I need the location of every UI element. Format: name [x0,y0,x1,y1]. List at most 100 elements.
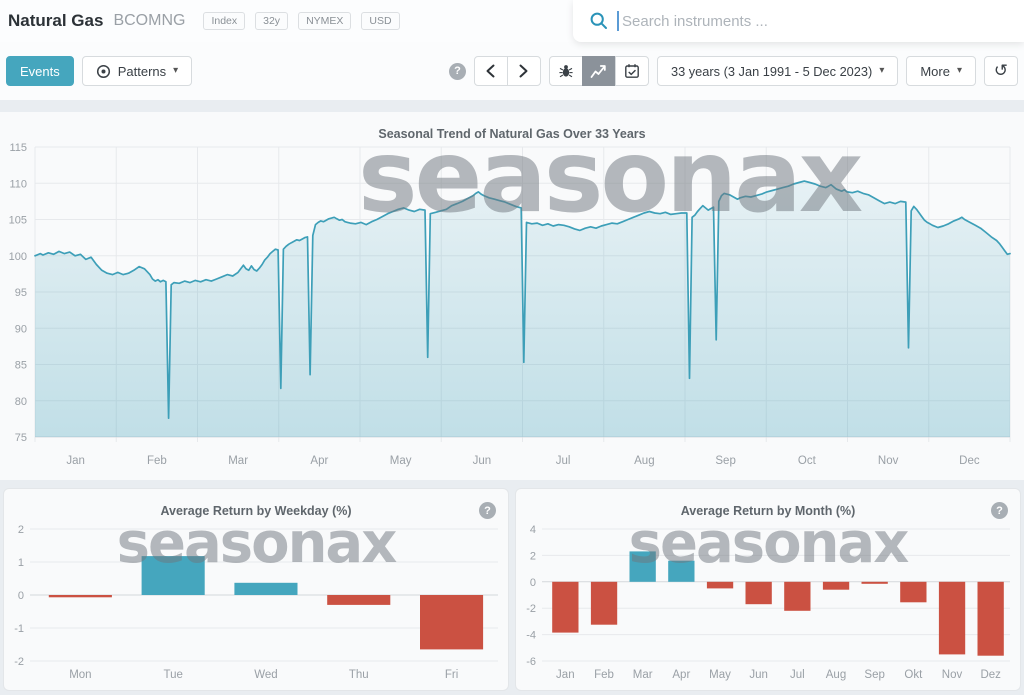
search-card [573,0,1024,42]
svg-text:105: 105 [9,215,27,227]
weekday-chart-title: Average Return by Weekday (%) [160,504,352,518]
events-button[interactable]: Events [6,56,74,86]
svg-text:May: May [709,669,731,681]
bar-Mar [629,551,656,582]
svg-text:Oct: Oct [798,455,817,467]
chart-view-button[interactable] [581,56,616,86]
view-mode-group [548,56,649,86]
bar-Wed [234,582,298,595]
svg-text:Aug: Aug [634,455,654,467]
bar-Thu [327,595,391,605]
svg-text:Wed: Wed [254,669,277,681]
svg-text:Feb: Feb [147,455,167,467]
seasonal-chart-title: Seasonal Trend of Natural Gas Over 33 Ye… [378,127,646,141]
svg-text:-6: -6 [526,656,536,668]
svg-text:Mar: Mar [228,455,248,467]
chevron-left-icon [486,64,495,78]
svg-text:Apr: Apr [310,455,328,467]
bar-Okt [900,581,927,603]
svg-text:Jan: Jan [556,669,575,681]
svg-text:75: 75 [15,432,27,444]
badge-currency: USD [361,12,400,30]
svg-text:0: 0 [530,577,536,589]
svg-text:1: 1 [18,557,24,569]
chevron-down-icon: ▾ [173,65,179,76]
instrument-title: Natural Gas [8,11,104,30]
instrument-header: Natural Gas BCOMNG Index 32y NYMEX USD [0,0,1024,42]
patterns-button[interactable]: Patterns ▾ [81,56,193,86]
badge-instrument-type: Index [203,12,246,30]
line-chart-icon [591,64,607,78]
help-icon[interactable]: ? [479,502,496,519]
date-range-dropdown[interactable]: 33 years (3 Jan 1991 - 5 Dec 2023) ▾ [656,56,899,86]
svg-text:100: 100 [9,251,27,263]
title-row: Natural Gas BCOMNG Index 32y NYMEX USD [0,11,400,31]
svg-text:Thu: Thu [349,669,369,681]
bar-Tue [141,556,205,595]
svg-text:90: 90 [15,323,27,335]
patterns-label: Patterns [117,63,167,79]
prev-button[interactable] [473,56,508,86]
patterns-target-icon [96,64,110,78]
svg-text:80: 80 [15,396,27,408]
help-icon[interactable]: ? [991,502,1008,519]
svg-text:95: 95 [15,287,27,299]
svg-text:Jul: Jul [790,669,805,681]
svg-text:Sep: Sep [864,669,884,681]
svg-text:-4: -4 [526,630,536,642]
weekday-return-chart: 2 1 0 -1 -2 Mon Tue Wed Thu Fri [14,524,498,681]
svg-text:-2: -2 [526,603,536,615]
seasonal-chart-card: Seasonal Trend of Natural Gas Over 33 Ye… [0,112,1024,480]
chevron-down-icon: ▾ [879,65,885,76]
reset-icon: ↺ [993,60,1009,81]
svg-text:May: May [390,455,412,467]
bar-Jun [745,581,772,605]
text-cursor [617,11,619,31]
scroll-button-group [473,56,541,86]
bar-Fri [420,595,484,650]
svg-text:-2: -2 [14,656,24,668]
bar-Mon [48,595,112,598]
search-input[interactable] [620,11,1024,31]
svg-text:85: 85 [15,360,27,372]
seasonal-trend-chart: 75 80 85 90 95 100 105 110 115 Jan Feb Mar Apr May Jun… [9,142,1011,467]
instrument-symbol: BCOMNG [113,12,186,29]
badge-exchange: NYMEX [298,12,352,30]
bar-May [706,581,734,589]
calendar-view-button[interactable] [614,56,649,86]
bar-Jan [552,581,579,633]
svg-text:Tue: Tue [164,669,183,681]
svg-text:Jan: Jan [66,455,85,467]
svg-text:Okt: Okt [904,669,923,681]
svg-text:Dez: Dez [980,669,1001,681]
chevron-down-icon: ▾ [956,65,962,76]
bar-Aug [822,581,850,590]
svg-text:Nov: Nov [942,669,963,681]
svg-text:110: 110 [9,178,27,190]
svg-text:2: 2 [18,524,24,536]
svg-text:Feb: Feb [594,669,614,681]
svg-text:Sep: Sep [715,455,735,467]
svg-text:Fri: Fri [445,669,458,681]
svg-text:115: 115 [9,142,27,154]
svg-text:Jun: Jun [749,669,768,681]
events-bug-button[interactable] [548,56,583,86]
svg-text:2: 2 [530,550,536,562]
svg-text:Apr: Apr [672,669,690,681]
weekday-chart-card: Average Return by Weekday (%) ? seasonax… [3,488,509,691]
next-button[interactable] [506,56,541,86]
calendar-check-icon [625,64,639,78]
bar-Nov [938,581,966,655]
bar-Feb [590,581,618,625]
more-dropdown[interactable]: More ▾ [906,56,976,86]
badge-history-length: 32y [255,12,289,30]
svg-text:Jul: Jul [556,455,571,467]
more-label: More [920,63,950,79]
bar-Apr [668,560,695,582]
svg-text:0: 0 [18,590,24,602]
help-icon[interactable]: ? [448,62,466,80]
reset-button[interactable]: ↺ [984,56,1018,86]
toolbar: Events Patterns ▾ ? [0,42,1024,100]
bar-Sep [861,581,888,584]
date-range-label: 33 years (3 Jan 1991 - 5 Dec 2023) [670,63,873,79]
